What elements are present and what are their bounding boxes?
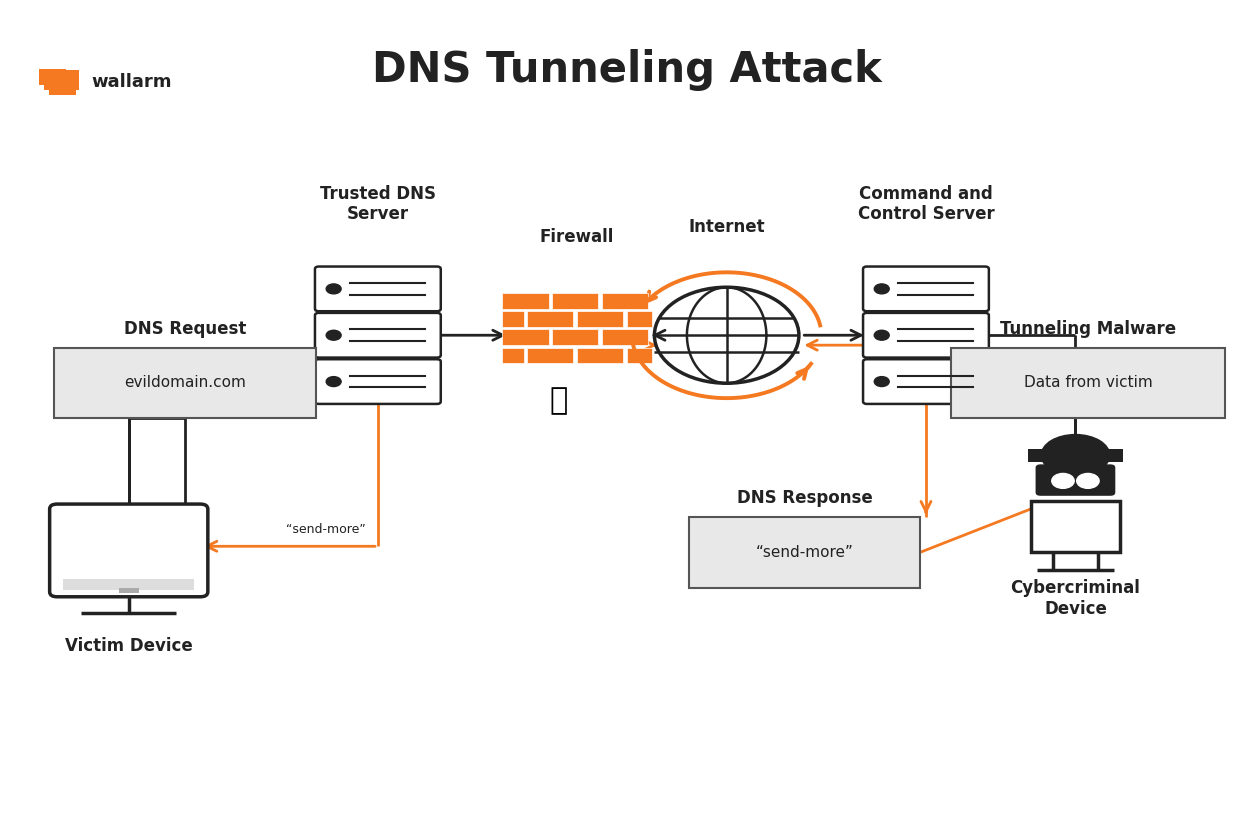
Text: “send-more”: “send-more” — [286, 522, 365, 536]
FancyBboxPatch shape — [627, 348, 652, 364]
Text: Command and
Control Server: Command and Control Server — [858, 185, 994, 223]
Text: DNS Response: DNS Response — [736, 489, 873, 507]
FancyBboxPatch shape — [577, 348, 623, 364]
Circle shape — [1052, 473, 1075, 488]
FancyBboxPatch shape — [1028, 449, 1122, 461]
FancyBboxPatch shape — [863, 313, 989, 358]
FancyBboxPatch shape — [1036, 464, 1115, 496]
Text: Data from victim: Data from victim — [1023, 375, 1152, 390]
Text: Victim Device: Victim Device — [65, 637, 193, 655]
FancyBboxPatch shape — [863, 359, 989, 404]
FancyBboxPatch shape — [503, 311, 524, 327]
FancyBboxPatch shape — [951, 348, 1225, 418]
Circle shape — [874, 330, 889, 340]
FancyBboxPatch shape — [503, 348, 524, 364]
FancyBboxPatch shape — [315, 267, 440, 311]
Text: 🔥: 🔥 — [549, 386, 568, 415]
Text: DNS Request: DNS Request — [124, 319, 246, 338]
FancyBboxPatch shape — [64, 579, 194, 590]
FancyBboxPatch shape — [49, 79, 76, 95]
Circle shape — [874, 376, 889, 386]
FancyBboxPatch shape — [552, 329, 598, 345]
Circle shape — [874, 284, 889, 293]
Text: Trusted DNS
Server: Trusted DNS Server — [320, 185, 436, 223]
FancyBboxPatch shape — [602, 293, 648, 308]
FancyBboxPatch shape — [528, 311, 573, 327]
FancyBboxPatch shape — [503, 293, 548, 308]
Text: “send-more”: “send-more” — [756, 545, 854, 560]
Text: evildomain.com: evildomain.com — [124, 375, 246, 390]
FancyBboxPatch shape — [1031, 501, 1120, 552]
FancyBboxPatch shape — [503, 329, 548, 345]
FancyBboxPatch shape — [119, 589, 139, 594]
Text: DNS Tunneling Attack: DNS Tunneling Attack — [372, 49, 882, 91]
Text: Firewall: Firewall — [540, 228, 614, 246]
FancyBboxPatch shape — [50, 504, 208, 597]
Text: Cybercriminal
Device: Cybercriminal Device — [1011, 579, 1140, 618]
Text: wallarm: wallarm — [92, 73, 172, 91]
FancyBboxPatch shape — [44, 70, 79, 90]
FancyBboxPatch shape — [690, 517, 919, 588]
FancyBboxPatch shape — [315, 313, 440, 358]
Circle shape — [326, 330, 341, 340]
FancyBboxPatch shape — [627, 311, 652, 327]
Circle shape — [1077, 473, 1099, 488]
Circle shape — [326, 376, 341, 386]
FancyBboxPatch shape — [39, 69, 66, 85]
Ellipse shape — [1041, 435, 1110, 476]
FancyBboxPatch shape — [863, 267, 989, 311]
FancyBboxPatch shape — [602, 329, 648, 345]
Text: Tunneling Malware: Tunneling Malware — [999, 319, 1176, 338]
FancyBboxPatch shape — [528, 348, 573, 364]
FancyBboxPatch shape — [315, 359, 440, 404]
FancyBboxPatch shape — [577, 311, 623, 327]
Text: Internet: Internet — [688, 218, 765, 236]
FancyBboxPatch shape — [552, 293, 598, 308]
Circle shape — [326, 284, 341, 293]
FancyBboxPatch shape — [54, 348, 316, 418]
